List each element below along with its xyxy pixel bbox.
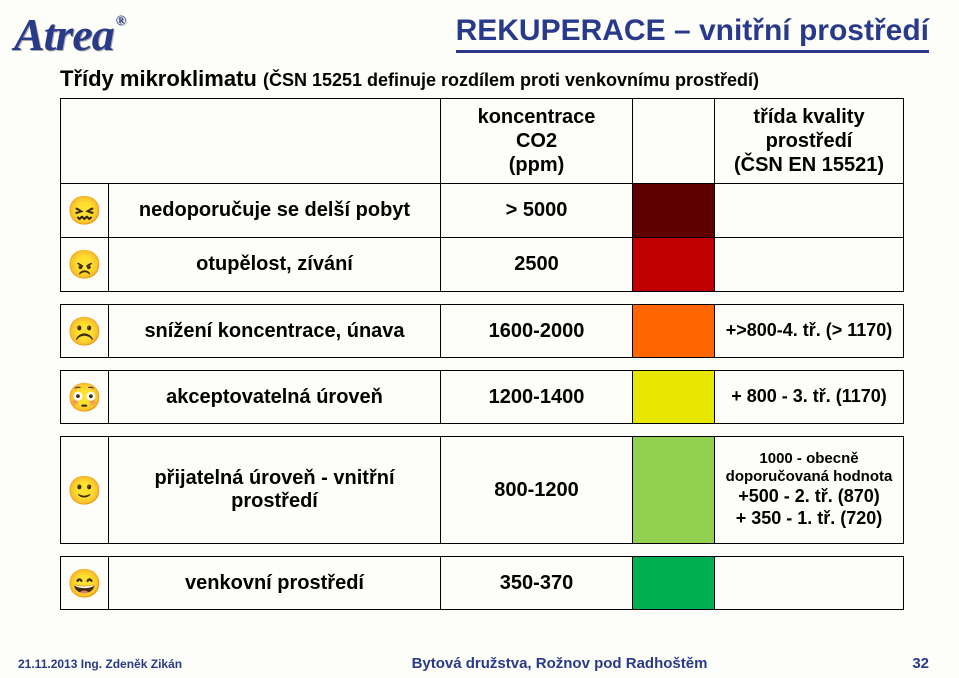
color-swatch <box>633 238 715 291</box>
footer-center: Bytová družstva, Rožnov pod Radhoštěm <box>240 655 879 672</box>
co2-value: 1200-1400 <box>441 371 633 423</box>
color-swatch <box>633 437 715 543</box>
page-title: REKUPERACE – vnitřní prostředí <box>456 14 929 53</box>
mood-icon: 🙂 <box>61 437 109 543</box>
quality-class <box>715 184 903 237</box>
header-color-empty <box>633 99 715 183</box>
color-swatch <box>633 305 715 357</box>
mood-icon: 😳 <box>61 371 109 423</box>
table-header: koncentrace CO2 (ppm) třída kvality pros… <box>60 98 904 184</box>
row-label: nedoporučuje se delší pobyt <box>109 184 441 237</box>
row-label: venkovní prostředí <box>109 557 441 609</box>
mood-icon: 😠 <box>61 238 109 291</box>
co2-value: 1600-2000 <box>441 305 633 357</box>
footer: 21.11.2013 Ing. Zdeněk Zikán Bytová druž… <box>0 655 959 672</box>
table-row: 😠otupělost, zívání2500 <box>60 238 904 292</box>
color-swatch <box>633 557 715 609</box>
mood-icon: 😄 <box>61 557 109 609</box>
quality-class <box>715 557 903 609</box>
footer-right: 32 <box>879 655 959 672</box>
table-row: ☹️snížení koncentrace, únava1600-2000 +>8… <box>60 304 904 358</box>
quality-class: + 800 - 3. tř. (1170) <box>715 371 903 423</box>
header-co2: koncentrace CO2 (ppm) <box>441 99 633 183</box>
co2-value: 800-1200 <box>441 437 633 543</box>
table-row: 😄venkovní prostředí350-370 <box>60 556 904 610</box>
table-row: 🙂přijatelná úroveň - vnitřní prostředí80… <box>60 436 904 544</box>
co2-value: 2500 <box>441 238 633 291</box>
table-row: 😖nedoporučuje se delší pobyt> 5000 <box>60 184 904 238</box>
subtitle-main: Třídy mikroklimatu <box>60 66 263 91</box>
row-label: akceptovatelná úroveň <box>109 371 441 423</box>
mood-icon: ☹️ <box>61 305 109 357</box>
header-class: třída kvality prostředí (ČSN EN 15521) <box>715 99 903 183</box>
table-row: 😳akceptovatelná úroveň1200-1400 + 800 - 3… <box>60 370 904 424</box>
subtitle: Třídy mikroklimatu (ČSN 15251 definuje r… <box>60 66 759 92</box>
subtitle-paren: (ČSN 15251 definuje rozdílem proti venko… <box>263 70 759 90</box>
mood-icon: 😖 <box>61 184 109 237</box>
footer-left: 21.11.2013 Ing. Zdeněk Zikán <box>0 657 240 671</box>
row-label: snížení koncentrace, únava <box>109 305 441 357</box>
color-swatch <box>633 184 715 237</box>
row-label: přijatelná úroveň - vnitřní prostředí <box>109 437 441 543</box>
co2-value: > 5000 <box>441 184 633 237</box>
header-empty-left <box>61 99 441 183</box>
quality-class: 1000 - obecně doporučovaná hodnota+500 -… <box>715 437 903 543</box>
row-label: otupělost, zívání <box>109 238 441 291</box>
quality-class: +>800-4. tř. (> 1170) <box>715 305 903 357</box>
color-swatch <box>633 371 715 423</box>
co2-value: 350-370 <box>441 557 633 609</box>
logo: Atrea® <box>14 8 123 61</box>
quality-class <box>715 238 903 291</box>
microclimate-table: koncentrace CO2 (ppm) třída kvality pros… <box>60 98 904 610</box>
